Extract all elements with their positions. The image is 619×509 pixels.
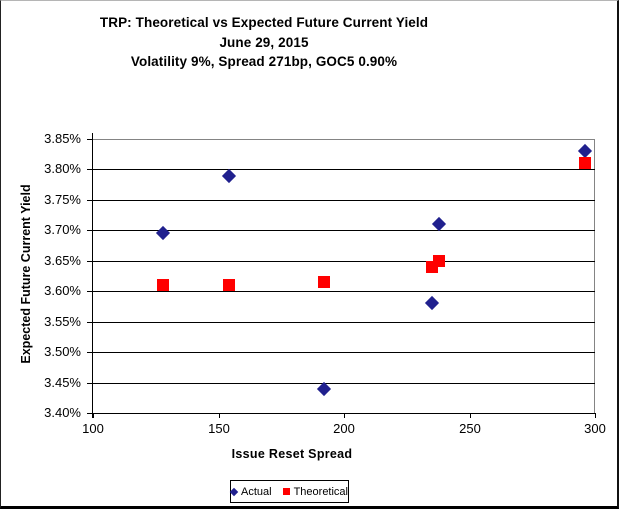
chart-title: TRP: Theoretical vs Expected Future Curr… [1,13,527,72]
gridline [93,352,595,353]
x-tick-label: 200 [333,421,355,436]
plot-area [93,139,595,413]
y-tick-label: 3.45% [44,375,81,390]
y-axis-tick [87,261,93,262]
x-tick-label: 300 [584,421,606,436]
legend-item-actual: Actual [229,485,272,498]
y-tick-label: 3.85% [44,131,81,146]
y-axis-tick [87,352,93,353]
y-tick-label: 3.40% [44,405,81,420]
y-tick-label: 3.55% [44,314,81,329]
x-axis-tick [219,413,220,418]
legend-label: Actual [241,485,272,498]
y-axis-tick [87,169,93,170]
legend: Actual Theoretical [229,480,349,503]
x-axis-title: Issue Reset Spread [231,447,353,461]
y-axis-tick [87,383,93,384]
y-axis-tick [87,291,93,292]
data-point-theoretical [222,279,235,292]
y-axis-tick [87,413,93,414]
x-axis-tick [595,413,596,418]
chart-title-line3: Volatility 9%, Spread 271bp, GOC5 0.90% [130,54,398,69]
y-tick-label: 3.50% [44,344,81,359]
y-axis-line [92,133,93,418]
legend-label: Theoretical [293,485,348,498]
y-axis-tick [87,230,93,231]
y-axis-tick [87,139,93,140]
data-point-theoretical [433,254,446,267]
y-tick-label: 3.60% [44,283,81,298]
data-point-theoretical [157,279,170,292]
y-axis-tick [87,322,93,323]
gridline [93,230,595,231]
gridline [93,291,595,292]
gridline [93,383,595,384]
square-icon [282,488,290,495]
chart-title-line1: TRP: Theoretical vs Expected Future Curr… [99,15,429,30]
gridline [93,200,595,201]
gridline [93,322,595,323]
x-axis-line [92,413,595,414]
y-tick-label: 3.75% [44,192,81,207]
x-tick-label: 100 [82,421,104,436]
x-axis-tick [470,413,471,418]
chart-title-line2: June 29, 2015 [219,34,309,50]
gridline [93,169,595,170]
y-tick-label: 3.80% [44,161,81,176]
y-tick-label: 3.70% [44,222,81,237]
legend-item-theoretical: Theoretical [282,485,348,498]
diamond-icon [229,487,239,496]
data-point-theoretical [317,276,330,289]
x-axis-tick [344,413,345,418]
x-tick-label: 250 [459,421,481,436]
gridline [93,261,595,262]
x-tick-label: 150 [208,421,230,436]
y-axis-tick [87,200,93,201]
data-point-theoretical [578,157,591,170]
y-tick-label: 3.65% [44,253,81,268]
x-axis-tick [93,413,94,418]
